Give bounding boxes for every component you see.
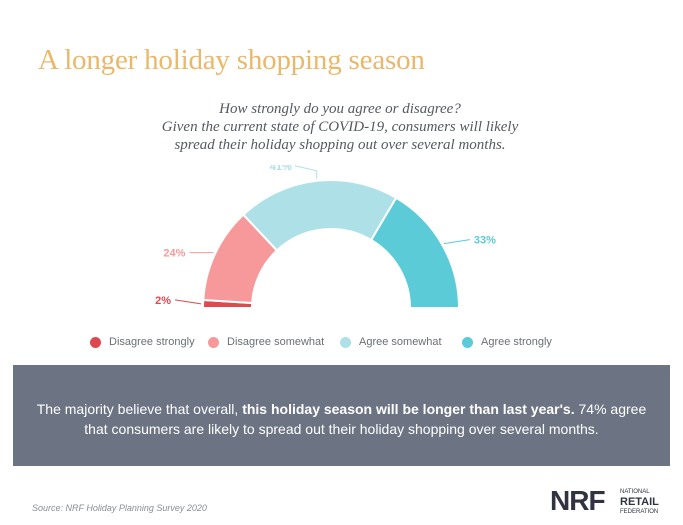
legend-item-agree-somewhat: Agree somewhat	[340, 336, 442, 348]
page-title: A longer holiday shopping season	[38, 44, 425, 76]
survey-question-line: How strongly do you agree or disagree?	[219, 101, 461, 117]
summary-text-intro: The majority believe that overall,	[36, 401, 243, 417]
leader-line-agree-somewhat	[294, 165, 318, 179]
logo-wordmark: NATIONAL RETAIL FEDERATION	[620, 488, 659, 517]
legend-swatch	[208, 336, 219, 348]
slice-agree-strongly	[369, 196, 461, 309]
legend-label: Disagree somewhat	[227, 336, 325, 348]
logo-line-federation: FEDERATION	[620, 509, 659, 515]
leader-line-agree-strongly	[443, 239, 470, 245]
legend-swatch	[462, 336, 473, 348]
summary-text-highlight: this holiday season will be longer than …	[242, 401, 575, 417]
legend-item-disagree-somewhat: Disagree somewhat	[208, 336, 324, 348]
survey-question-line: spread their holiday shopping out over s…	[174, 137, 506, 153]
logo-mark: NRF	[550, 485, 606, 516]
legend-item-disagree-strongly: Disagree strongly	[90, 336, 195, 348]
data-label-agree-somewhat: 41%	[270, 165, 292, 173]
legend-swatch	[340, 336, 351, 348]
legend-label: Agree somewhat	[359, 336, 442, 348]
data-label-disagree-somewhat: 24%	[163, 248, 185, 260]
legend-label: Agree strongly	[481, 336, 552, 348]
donut-chart: 2% 24% 41% 33%	[155, 165, 496, 309]
legend-swatch	[90, 336, 101, 348]
legend-item-agree-strongly: Agree strongly	[462, 336, 552, 348]
leader-line-disagree-strongly	[174, 299, 202, 305]
data-label-agree-strongly: 33%	[474, 235, 496, 247]
summary-text-detail: 74% agree that consumers are likely to s…	[84, 401, 647, 437]
data-label-disagree-strongly: 2%	[155, 295, 171, 307]
source-note: Source: NRF Holiday Planning Survey 2020	[32, 503, 207, 513]
chart-legend: Disagree strongly Disagree somewhat Agree …	[90, 336, 590, 354]
logo-line-retail: RETAIL	[620, 496, 659, 508]
survey-question-line: Given the current state of COVID-19, con…	[161, 119, 519, 135]
legend-label: Disagree strongly	[109, 336, 195, 348]
summary-banner: The majority believe that overall, this …	[13, 365, 670, 466]
logo-line-national: NATIONAL	[620, 489, 650, 495]
summary-text: The majority believe that overall, this …	[33, 399, 650, 439]
